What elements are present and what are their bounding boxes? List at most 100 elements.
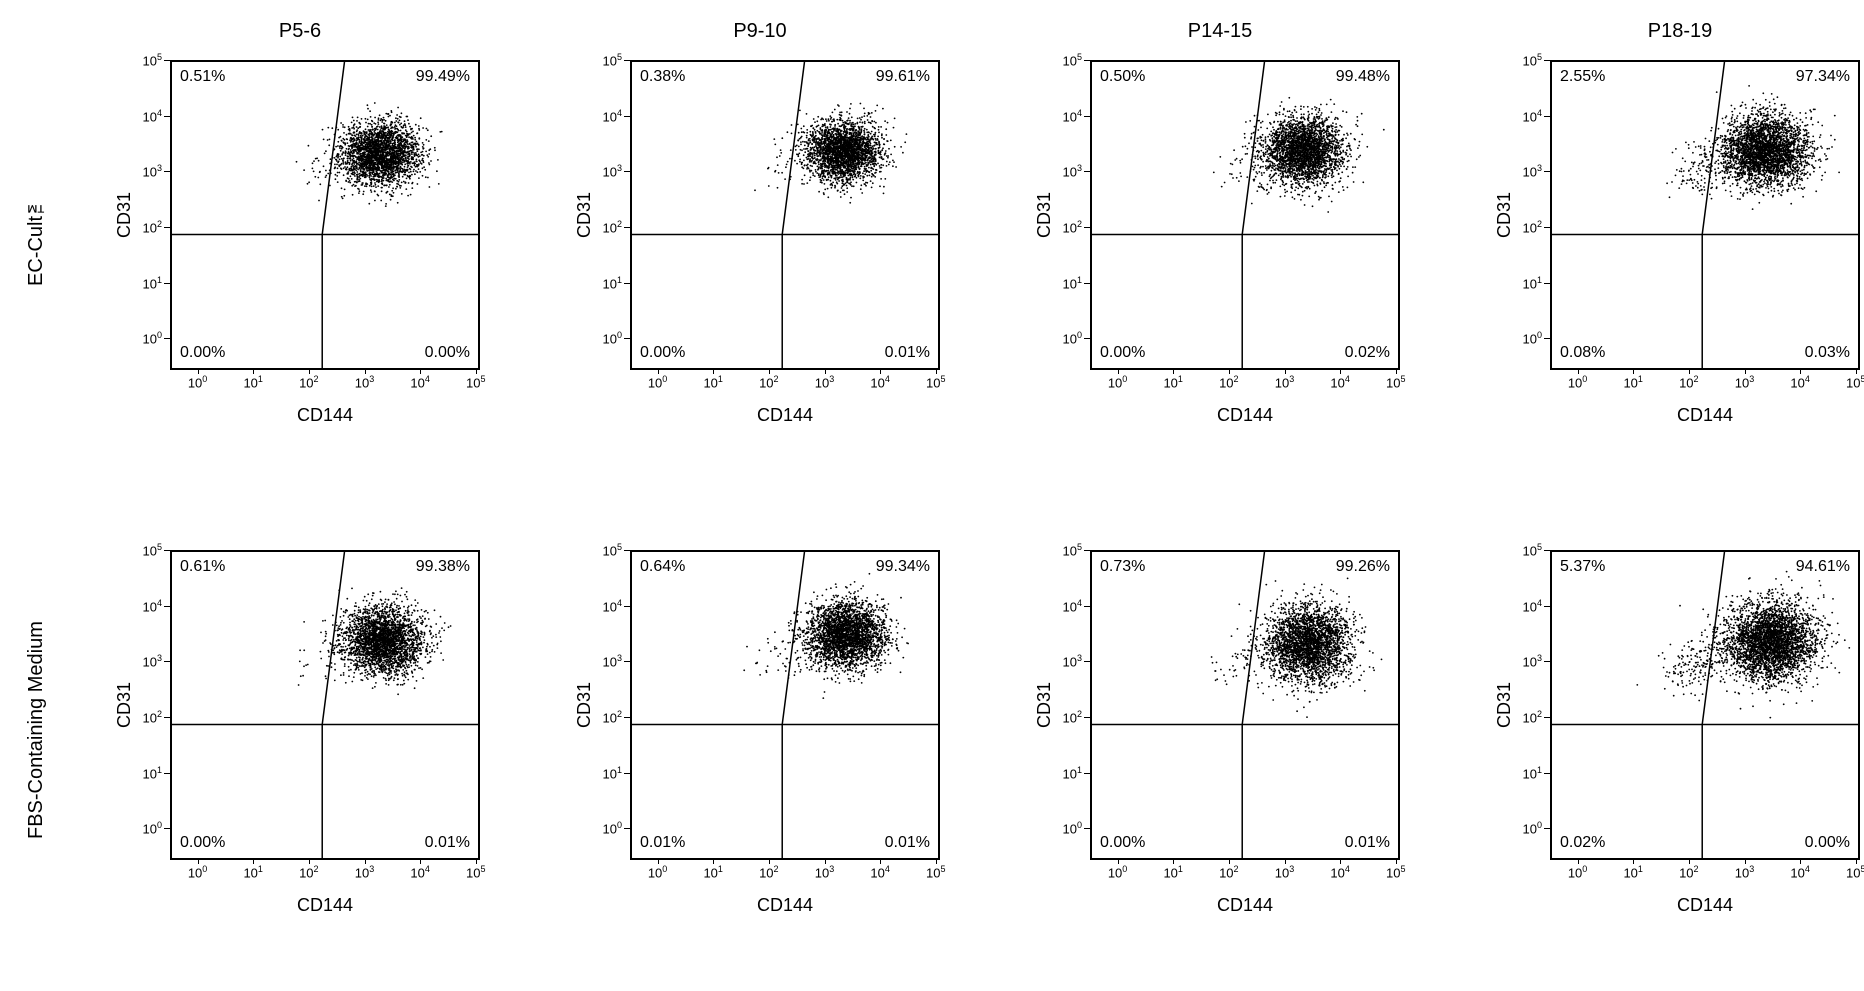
x-tick-label: 101 — [1163, 374, 1182, 390]
y-tick-label: 103 — [603, 163, 622, 179]
x-tick-label: 102 — [1679, 864, 1698, 880]
quadrant-percent-lr: 0.03% — [1805, 344, 1850, 362]
y-tick-label: 102 — [1063, 709, 1082, 725]
x-tick-label: 101 — [1163, 864, 1182, 880]
quadrant-percent-ur: 99.61% — [876, 68, 930, 86]
x-tick-label: 100 — [1568, 374, 1587, 390]
x-tick-label: 104 — [1330, 864, 1349, 880]
plot-area: 0.51%99.49%0.00%0.00% — [170, 60, 480, 370]
x-tick-label: 101 — [243, 864, 262, 880]
quadrant-percent-ll: 0.00% — [180, 834, 225, 852]
column-header: P9-10 — [570, 20, 950, 43]
y-tick-label: 104 — [1063, 108, 1082, 124]
y-tick-label: 102 — [1063, 219, 1082, 235]
x-tick-label: 105 — [466, 374, 485, 390]
y-tick-label: 101 — [1523, 275, 1542, 291]
scatter-panel: 5.37%94.61%0.02%0.00% CD31 CD144 100 101 102 1… — [1490, 540, 1864, 920]
y-tick-label: 102 — [603, 709, 622, 725]
y-tick-label: 101 — [143, 275, 162, 291]
y-tick-label: 100 — [1063, 330, 1082, 346]
x-tick-label: 100 — [648, 864, 667, 880]
quadrant-percent-ul: 0.64% — [640, 558, 685, 576]
y-tick-label: 102 — [143, 219, 162, 235]
y-axis-label: CD31 — [1495, 550, 1513, 860]
quadrant-percent-ul: 0.51% — [180, 68, 225, 86]
y-tick-label: 100 — [603, 820, 622, 836]
y-tick-label: 103 — [1063, 653, 1082, 669]
y-tick-label: 102 — [143, 709, 162, 725]
x-tick-label: 104 — [410, 864, 429, 880]
y-tick-label: 100 — [1063, 820, 1082, 836]
x-tick-label: 105 — [926, 864, 945, 880]
x-tick-label: 100 — [1108, 864, 1127, 880]
y-tick-label: 100 — [143, 330, 162, 346]
y-tick-label: 101 — [603, 275, 622, 291]
x-axis-label: CD144 — [170, 895, 480, 916]
x-axis-label: CD144 — [1090, 405, 1400, 426]
y-tick-label: 103 — [143, 653, 162, 669]
x-tick-label: 100 — [1568, 864, 1587, 880]
quadrant-percent-lr: 0.01% — [425, 834, 470, 852]
y-tick-label: 103 — [143, 163, 162, 179]
x-tick-label: 102 — [1219, 374, 1238, 390]
x-tick-label: 104 — [1330, 374, 1349, 390]
y-tick-label: 105 — [1523, 542, 1542, 558]
x-tick-label: 100 — [188, 864, 207, 880]
y-tick-label: 101 — [1063, 765, 1082, 781]
plot-area: 0.50%99.48%0.00%0.02% — [1090, 60, 1400, 370]
flow-cytometry-figure: P5-6P9-10P14-15P18-19EC-Cult™FBS-Contain… — [20, 20, 1844, 971]
x-axis-label: CD144 — [1090, 895, 1400, 916]
quadrant-percent-ul: 0.50% — [1100, 68, 1145, 86]
quadrant-percent-ur: 99.49% — [416, 68, 470, 86]
quadrant-percent-ur: 94.61% — [1796, 558, 1850, 576]
y-tick-label: 100 — [143, 820, 162, 836]
quadrant-percent-ul: 0.61% — [180, 558, 225, 576]
x-tick-label: 103 — [355, 374, 374, 390]
scatter-panel: 0.51%99.49%0.00%0.00%CD31CD1441001011021… — [110, 50, 490, 430]
y-tick-label: 100 — [603, 330, 622, 346]
y-tick-label: 102 — [603, 219, 622, 235]
y-tick-label: 104 — [1063, 598, 1082, 614]
y-tick-label: 105 — [143, 52, 162, 68]
quadrant-percent-ll: 0.00% — [1100, 834, 1145, 852]
y-tick-label: 105 — [603, 52, 622, 68]
x-tick-label: 102 — [1219, 864, 1238, 880]
y-tick-label: 100 — [1523, 330, 1542, 346]
quadrant-percent-lr: 0.01% — [885, 344, 930, 362]
plot-area: 0.73%99.26%0.00%0.01% — [1090, 550, 1400, 860]
y-axis-label: CD31 — [1035, 60, 1053, 370]
x-tick-label: 103 — [1735, 864, 1754, 880]
y-tick-label: 103 — [1523, 653, 1542, 669]
x-tick-label: 100 — [1108, 374, 1127, 390]
x-tick-label: 104 — [410, 374, 429, 390]
y-tick-label: 101 — [1063, 275, 1082, 291]
y-tick-label: 105 — [1063, 52, 1082, 68]
row-label: FBS-Containing Medium — [25, 580, 48, 880]
y-axis-label: CD31 — [115, 60, 133, 370]
quadrant-percent-ur: 99.34% — [876, 558, 930, 576]
plot-area: 2.55%97.34%0.08%0.03% — [1550, 60, 1860, 370]
x-axis-label: CD144 — [630, 405, 940, 426]
y-tick-label: 101 — [1523, 765, 1542, 781]
quadrant-percent-lr: 0.00% — [1805, 834, 1850, 852]
x-tick-label: 105 — [466, 864, 485, 880]
scatter-panel: 0.61% 99.38% 0.00% 0.01% CD31 CD144 100 101 102 1… — [110, 540, 490, 920]
y-tick-label: 103 — [1063, 163, 1082, 179]
x-tick-label: 103 — [1275, 374, 1294, 390]
scatter-panel: 0.38%99.61%0.00%0.01%CD31CD1441001011021… — [570, 50, 950, 430]
quadrant-percent-ll: 0.00% — [640, 344, 685, 362]
x-axis-label: CD144 — [1550, 895, 1860, 916]
x-tick-label: 103 — [815, 374, 834, 390]
row-label: EC-Cult™ — [25, 90, 48, 390]
x-tick-label: 104 — [870, 864, 889, 880]
quadrant-percent-ul: 0.38% — [640, 68, 685, 86]
plot-area: 5.37%94.61%0.02%0.00% — [1550, 550, 1860, 860]
y-tick-label: 104 — [603, 598, 622, 614]
y-axis-label: CD31 — [575, 550, 593, 860]
quadrant-percent-ur: 99.38% — [416, 558, 470, 576]
y-axis-label: CD31 — [115, 550, 133, 860]
x-tick-label: 105 — [1846, 864, 1864, 880]
plot-area: 0.38% 99.61% 0.00% 0.01% — [630, 60, 940, 370]
x-tick-label: 102 — [759, 374, 778, 390]
quadrant-percent-lr: 0.02% — [1345, 344, 1390, 362]
